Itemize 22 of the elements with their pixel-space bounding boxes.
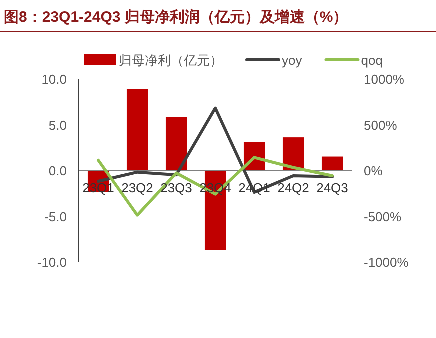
bar (126, 89, 148, 170)
y2-tick-label: -1000% (364, 255, 410, 270)
x-tick-label: 24Q3 (316, 180, 348, 196)
y2-tick-label: 0% (364, 164, 384, 178)
y-tick-label: 10.0 (42, 72, 67, 87)
bar (322, 156, 344, 170)
legend-label: 归母净利（亿元） (119, 53, 223, 68)
bar (166, 117, 188, 170)
x-tick-label: 24Q2 (278, 180, 310, 196)
x-tick-label: 23Q2 (122, 180, 154, 196)
y-tick-label: -5.0 (44, 209, 67, 224)
y2-tick-label: -500% (364, 209, 402, 224)
y-tick-label: 0.0 (48, 164, 67, 178)
legend-label: qoq (361, 53, 383, 68)
legend-label: yoy (282, 53, 303, 68)
y2-tick-label: 500% (364, 118, 398, 133)
bar (282, 138, 304, 170)
y2-tick-label: 1000% (364, 72, 405, 87)
y-tick-label: 5.0 (48, 118, 67, 133)
chart-title: 图8：23Q1-24Q3 归母净利润（亿元）及增速（%） (4, 8, 348, 26)
x-tick-label: 23Q4 (200, 180, 232, 196)
y-tick-label: -10.0 (37, 255, 67, 270)
